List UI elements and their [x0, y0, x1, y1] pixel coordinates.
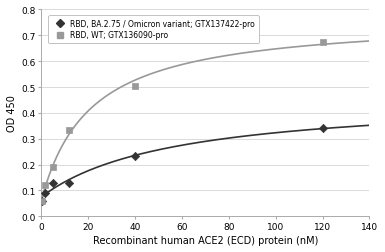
X-axis label: Recombinant human ACE2 (ECD) protein (nM): Recombinant human ACE2 (ECD) protein (nM… [92, 235, 318, 245]
Point [39, 199, 45, 203]
Point [132, 154, 138, 158]
Point [42, 183, 48, 187]
Y-axis label: OD 450: OD 450 [7, 95, 17, 132]
Legend: RBD, BA.2.75 / Omicron variant; GTX137422-pro, RBD, WT; GTX136090-pro: RBD, BA.2.75 / Omicron variant; GTX13742… [48, 16, 259, 44]
Point [39, 199, 45, 203]
Point [320, 127, 326, 131]
Point [42, 191, 48, 195]
Point [66, 181, 72, 185]
Point [50, 181, 56, 185]
Point [320, 41, 326, 45]
Point [50, 166, 56, 170]
Point [132, 84, 138, 88]
Point [66, 128, 72, 132]
